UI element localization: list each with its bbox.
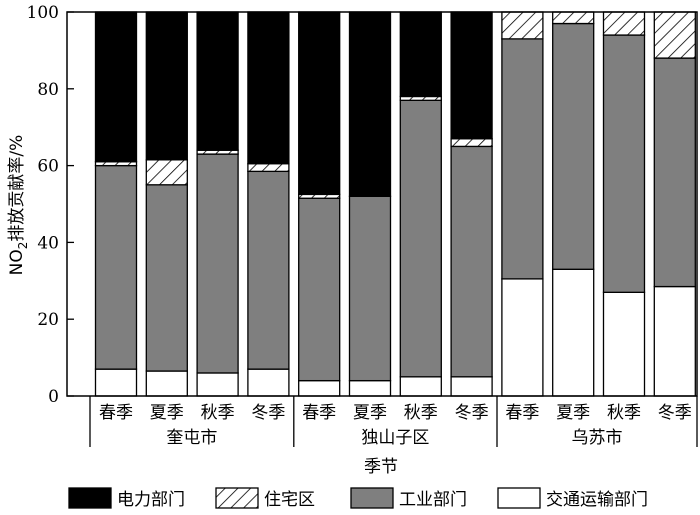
bar-segment-8-3 (450, 138, 493, 148)
bar-segment-12-2 (653, 57, 696, 288)
bar-segment-10-3 (552, 11, 595, 25)
bar-segment-8-4 (450, 11, 493, 140)
x-axis-title: 季节 (364, 457, 398, 477)
legend: 电力部门 住宅区 工业部门 交通运输部门 (68, 487, 648, 510)
x-category-label-7: 秋季 (404, 403, 438, 423)
bar-segment-12-3 (653, 11, 696, 59)
bar-segment-2-1 (145, 370, 188, 397)
bar-segment-4-3 (247, 163, 290, 173)
y-tick-label-3: 60 (37, 157, 59, 177)
bar-segment-10-1 (552, 268, 595, 397)
bar-segment-3-4 (196, 11, 239, 151)
bar-segment-1-1 (94, 368, 138, 397)
bar-segment-5-2 (298, 197, 341, 382)
bar-segment-2-3 (145, 159, 188, 186)
bar-segment-8-1 (450, 376, 493, 397)
bar-segment-8-2 (450, 145, 493, 378)
legend-swatch-2 (215, 487, 259, 509)
bar-segment-1-4 (94, 11, 138, 163)
y-axis-title-main: NO (7, 249, 27, 275)
x-category-label-9: 春季 (505, 403, 539, 423)
x-category-label-12: 冬季 (658, 403, 692, 423)
bar-segment-11-1 (602, 291, 646, 397)
x-category-label-3: 秋季 (201, 403, 235, 423)
bar-segment-5-1 (298, 379, 341, 397)
bar-segment-7-1 (399, 376, 442, 397)
legend-swatch-3 (350, 487, 394, 509)
x-category-label-5: 春季 (302, 403, 336, 423)
plot-frame (66, 11, 698, 397)
bar-segment-4-1 (247, 368, 290, 397)
x-category-label-4: 冬季 (251, 403, 285, 423)
y-tick-label-4: 80 (37, 80, 59, 100)
bar-segment-3-2 (196, 153, 239, 374)
x-category-label-6: 夏季 (353, 403, 387, 423)
x-group-label-3: 乌苏市 (572, 428, 623, 448)
bar-segment-6-4 (348, 11, 392, 197)
bar-segment-6-2 (348, 195, 392, 382)
bar-segment-2-2 (145, 184, 188, 372)
legend-label-2: 住宅区 (264, 490, 315, 510)
x-category-label-2: 夏季 (150, 403, 184, 423)
y-tick-label-2: 40 (37, 233, 59, 253)
bar-segment-11-2 (602, 34, 646, 293)
axes-layer: 0 20 40 60 80 100 (27, 3, 698, 407)
bar-segment-7-2 (399, 99, 442, 378)
bar-segment-11-3 (602, 11, 646, 36)
bar-segment-6-1 (348, 379, 392, 397)
x-group-label-2: 独山子区 (361, 428, 429, 448)
bar-segment-7-4 (399, 11, 442, 98)
y-axis-title-subscript: 2 (16, 242, 30, 250)
y-tick-label-5: 100 (27, 3, 59, 23)
legend-label-3: 工业部门 (399, 490, 467, 510)
x-category-label-11: 秋季 (607, 403, 641, 423)
x-category-label-8: 冬季 (455, 403, 489, 423)
legend-label-1: 电力部门 (117, 490, 185, 510)
bars-layer (94, 11, 696, 397)
y-tick-label-0: 0 (48, 387, 59, 407)
x-category-label-10: 夏季 (556, 403, 590, 423)
bar-segment-5-4 (298, 11, 341, 196)
bar-segment-12-1 (653, 285, 696, 397)
bar-segment-2-4 (145, 11, 188, 161)
legend-label-4: 交通运输部门 (546, 490, 648, 510)
y-axis-title: NO2排放贡献率/% (7, 135, 30, 276)
bar-segment-10-2 (552, 22, 595, 270)
bar-segment-4-2 (247, 170, 290, 370)
legend-swatch-4 (497, 487, 541, 509)
x-category-label-1: 春季 (99, 403, 133, 423)
bar-segment-3-1 (196, 372, 239, 397)
x-group-label-1: 奎屯市 (166, 428, 217, 448)
bar-segment-1-2 (94, 164, 138, 370)
bar-segment-9-1 (501, 278, 544, 397)
bar-segment-4-4 (247, 11, 290, 165)
bar-segment-9-3 (501, 11, 544, 40)
y-axis-title-rest: 排放贡献率/% (7, 135, 27, 242)
bar-segment-9-2 (501, 38, 544, 280)
y-tick-label-1: 20 (37, 310, 59, 330)
legend-swatch-1 (68, 487, 112, 509)
